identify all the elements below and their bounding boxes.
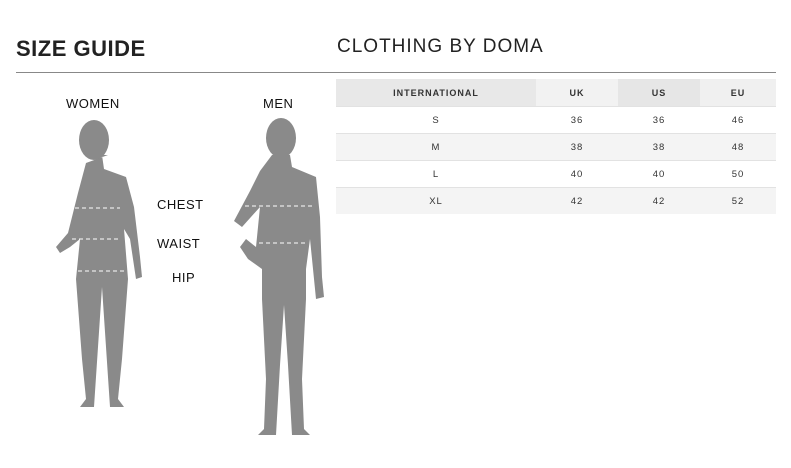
col-international: INTERNATIONAL (336, 79, 536, 107)
cell: 40 (536, 160, 618, 188)
cell: 38 (536, 133, 618, 161)
col-eu: EU (700, 79, 776, 107)
col-us: US (618, 79, 700, 107)
divider (16, 72, 776, 73)
cell: 46 (700, 106, 776, 134)
table-row: L 40 40 50 (336, 160, 776, 188)
waist-label: WAIST (157, 236, 201, 251)
cell: 38 (618, 133, 700, 161)
men-label: MEN (263, 96, 294, 111)
table-row: S 36 36 46 (336, 106, 776, 134)
cell: 36 (618, 106, 700, 134)
page-title: SIZE GUIDE (16, 36, 146, 61)
table-row: M 38 38 48 (336, 133, 776, 161)
cell: M (336, 133, 536, 161)
measurement-lines (64, 205, 312, 272)
hip-label: HIP (172, 270, 196, 285)
body-silhouettes (56, 118, 324, 435)
cell: 48 (700, 133, 776, 161)
col-uk: UK (536, 79, 618, 107)
chest-label: CHEST (157, 197, 204, 212)
cell: 42 (536, 187, 618, 214)
cell: 36 (536, 106, 618, 134)
cell: 52 (700, 187, 776, 214)
cell: L (336, 160, 536, 188)
cell: 42 (618, 187, 700, 214)
brand-title: CLOTHING BY DOMA (337, 36, 544, 57)
cell: 50 (700, 160, 776, 188)
size-table: INTERNATIONAL UK US EU S 36 36 46 M 38 38 48 L… (336, 79, 776, 214)
women-label: WOMEN (66, 96, 120, 111)
women-silhouette (56, 120, 142, 407)
table-row: XL 42 42 52 (336, 187, 776, 214)
cell: XL (336, 187, 536, 214)
cell: S (336, 106, 536, 134)
table-header: INTERNATIONAL UK US EU (336, 79, 776, 107)
men-silhouette (234, 118, 324, 435)
cell: 40 (618, 160, 700, 188)
